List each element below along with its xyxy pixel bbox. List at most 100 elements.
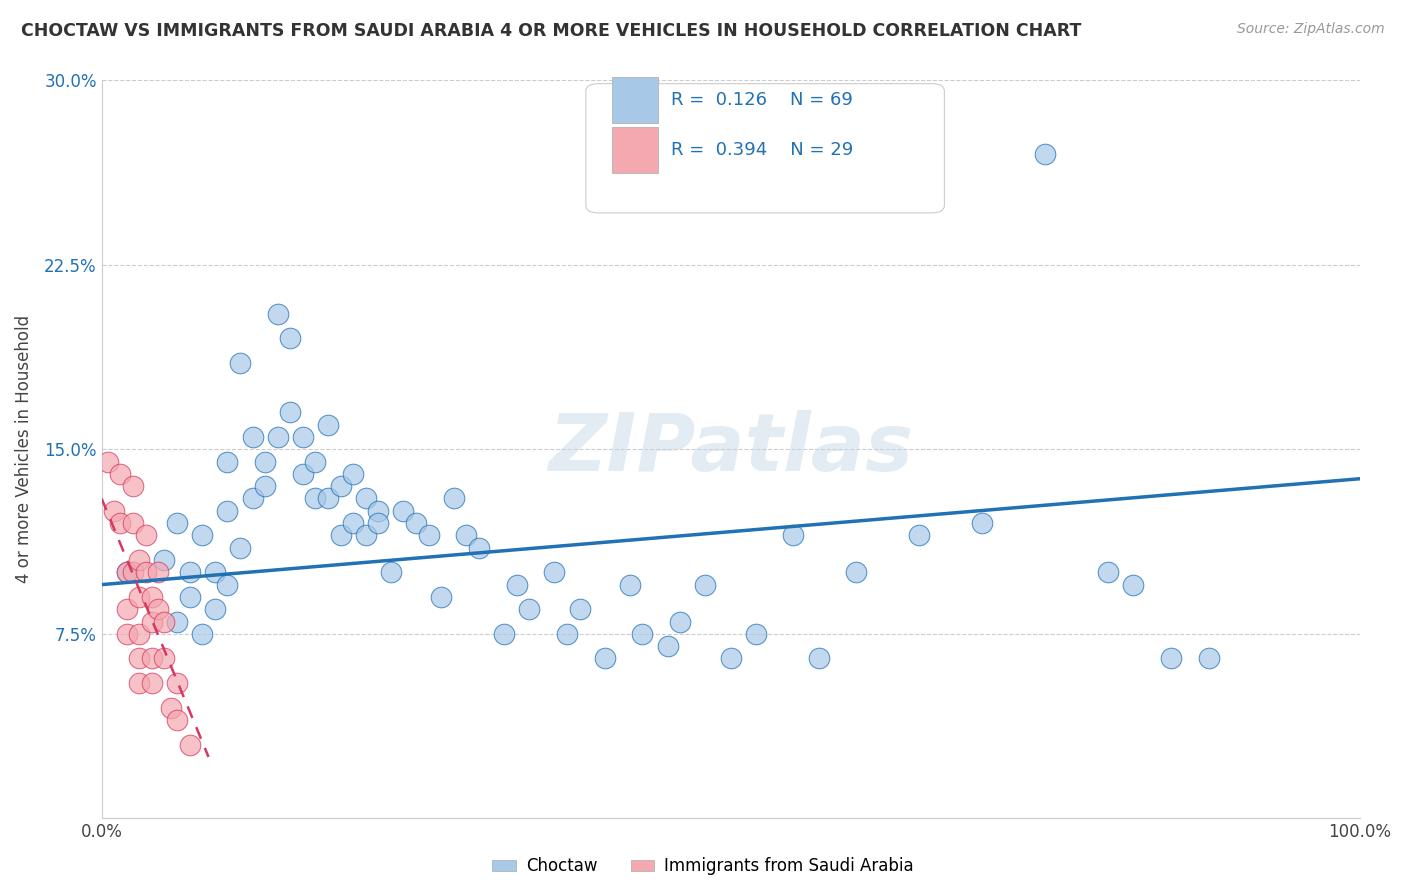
Point [141,651,163,665]
Point [153,651,176,665]
Point [115,566,138,580]
Point [418,528,440,542]
Point [191,627,214,641]
Point [456,528,478,542]
Point [242,430,264,444]
Point [405,516,427,530]
Legend: Choctaw, Immigrants from Saudi Arabia: Choctaw, Immigrants from Saudi Arabia [485,851,921,882]
Point [782,528,804,542]
Point [128,590,150,604]
Point [329,479,352,493]
Point [329,528,352,542]
Point [1097,566,1119,580]
Point [229,356,252,370]
Point [128,676,150,690]
FancyBboxPatch shape [612,77,658,123]
Point [115,566,138,580]
Point [141,615,163,629]
Point [555,627,578,641]
Point [367,504,389,518]
Point [204,566,226,580]
Point [217,577,239,591]
Point [972,516,994,530]
Point [1198,651,1220,665]
Point [367,516,389,530]
Point [110,467,132,481]
Point [242,491,264,506]
Point [115,627,138,641]
Point [430,590,453,604]
Point [148,566,170,580]
Point [166,615,188,629]
Point [695,577,717,591]
Point [1160,651,1182,665]
Point [128,627,150,641]
Point [657,639,679,653]
Point [179,738,201,752]
Point [128,553,150,567]
Point [166,676,188,690]
Point [908,528,931,542]
Point [179,590,201,604]
Point [204,602,226,616]
Point [141,676,163,690]
Point [267,430,290,444]
Point [128,651,150,665]
Point [304,491,326,506]
Point [97,454,120,468]
Point [392,504,415,518]
Point [278,405,301,419]
Point [316,417,339,432]
Text: Source: ZipAtlas.com: Source: ZipAtlas.com [1237,22,1385,37]
Point [1033,146,1056,161]
Text: CHOCTAW VS IMMIGRANTS FROM SAUDI ARABIA 4 OR MORE VEHICLES IN HOUSEHOLD CORRELAT: CHOCTAW VS IMMIGRANTS FROM SAUDI ARABIA … [21,22,1081,40]
Point [517,602,540,616]
FancyBboxPatch shape [586,84,945,213]
Point [720,651,742,665]
Point [669,615,692,629]
Point [543,566,565,580]
Point [631,627,654,641]
Point [291,430,314,444]
Point [568,602,591,616]
Point [229,541,252,555]
Point [443,491,465,506]
FancyBboxPatch shape [612,128,658,173]
Point [267,307,290,321]
Point [254,454,277,468]
Text: R =  0.394    N = 29: R = 0.394 N = 29 [672,141,853,159]
Point [122,566,145,580]
Point [342,516,364,530]
Point [191,528,214,542]
Point [110,516,132,530]
Point [316,491,339,506]
Point [179,566,201,580]
Point [135,566,157,580]
Point [744,627,766,641]
Point [153,553,176,567]
Point [135,528,157,542]
Point [354,491,377,506]
Point [494,627,516,641]
Point [291,467,314,481]
Point [159,700,181,714]
Point [122,516,145,530]
Point [1122,577,1144,591]
Point [166,713,188,727]
Point [217,454,239,468]
Point [468,541,491,555]
Point [354,528,377,542]
Text: R =  0.126    N = 69: R = 0.126 N = 69 [672,91,853,109]
Point [845,566,868,580]
Point [254,479,277,493]
Point [217,504,239,518]
Point [506,577,529,591]
Point [380,566,402,580]
Point [619,577,641,591]
Y-axis label: 4 or more Vehicles in Household: 4 or more Vehicles in Household [15,315,32,583]
Point [153,615,176,629]
Point [141,590,163,604]
Point [278,331,301,345]
Point [115,602,138,616]
Text: ZIPatlas: ZIPatlas [548,410,912,488]
